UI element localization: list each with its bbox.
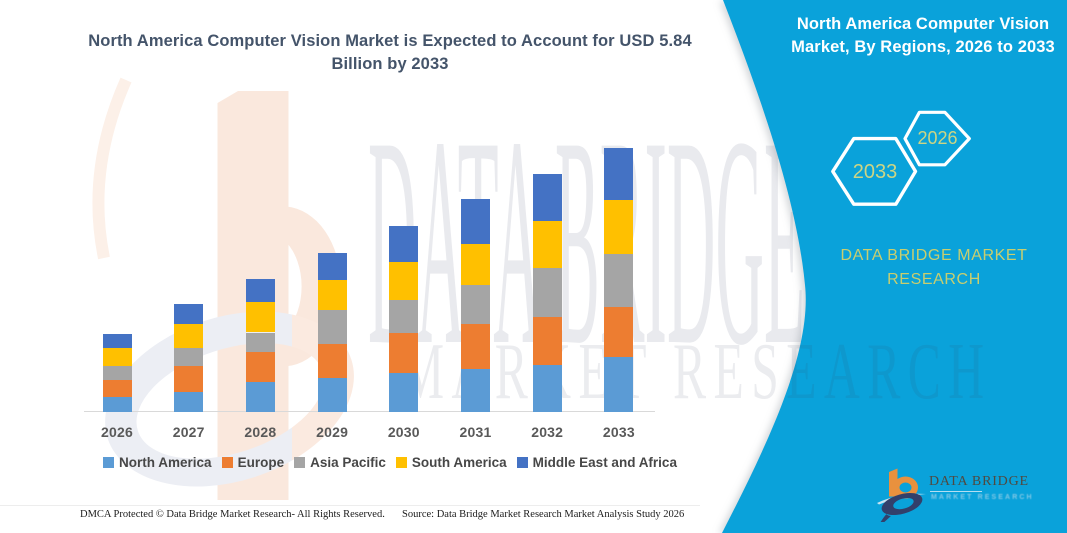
bar-segment-2032-asia-pacific bbox=[532, 267, 562, 317]
hexagon-badges bbox=[831, 110, 971, 206]
chart-title-line1: North America Computer Vision Market is … bbox=[88, 32, 692, 50]
watermark-ellipse-ring bbox=[105, 311, 292, 487]
bar-segment-2031-europe bbox=[461, 323, 490, 369]
bar-segment-2028-middle-east-and-africa bbox=[245, 279, 275, 303]
bar-segment-2033-middle-east-and-africa bbox=[604, 148, 634, 200]
x-axis-label-2028: 2028 bbox=[244, 424, 277, 440]
bar-segment-2032-north-america bbox=[532, 365, 562, 412]
footer-source-text: Source: Data Bridge Market Research Mark… bbox=[402, 509, 685, 520]
bar-segment-2028-asia-pacific bbox=[245, 332, 275, 352]
bar-segment-2026-asia-pacific bbox=[102, 365, 132, 380]
bar-segment-2028-north-america bbox=[245, 381, 275, 412]
bar-segment-2027-middle-east-and-africa bbox=[174, 304, 204, 324]
x-axis-label-2027: 2027 bbox=[172, 424, 205, 440]
bar-segment-2026-middle-east-and-africa bbox=[102, 334, 132, 349]
hexagon-2026-label: 2026 bbox=[917, 128, 958, 148]
legend-swatch bbox=[516, 457, 528, 468]
bar-segment-2029-south-america bbox=[317, 280, 347, 310]
watermark-arc bbox=[92, 77, 132, 260]
bar-segment-2027-south-america bbox=[174, 323, 204, 349]
bar-segment-2032-middle-east-and-africa bbox=[532, 174, 562, 221]
bar-segment-2027-europe bbox=[174, 366, 204, 392]
right-panel-title-line1: North America Computer Vision bbox=[796, 15, 1050, 33]
bar-segment-2029-north-america bbox=[317, 378, 347, 412]
x-axis-label-2026: 2026 bbox=[101, 424, 133, 440]
bar-segment-2026-europe bbox=[102, 379, 132, 398]
legend-label: Asia Pacific bbox=[310, 455, 386, 470]
chart-title: North America Computer Vision Market is … bbox=[60, 30, 720, 76]
brand-wordmark-line2: RESEARCH bbox=[887, 271, 981, 288]
bar-segment-2030-north-america bbox=[389, 372, 419, 412]
legend-item-middle-east-and-africa: Middle East and Africa bbox=[516, 455, 677, 470]
chart-title-line2: Billion by 2033 bbox=[331, 55, 449, 73]
x-axis-label-2029: 2029 bbox=[316, 424, 349, 440]
bar-segment-2030-middle-east-and-africa bbox=[389, 225, 419, 262]
legend-label: Middle East and Africa bbox=[532, 455, 677, 470]
footer-dmca-text: DMCA Protected © Data Bridge Market Rese… bbox=[80, 509, 385, 520]
watermark-row1: DATA BRIDGE bbox=[368, 76, 805, 409]
legend-swatch bbox=[221, 457, 233, 468]
legend-item-north-america: North America bbox=[103, 455, 212, 470]
hexagon-2033-label: 2033 bbox=[852, 161, 898, 183]
hexagon-2026 bbox=[903, 110, 971, 167]
bar-segment-2027-north-america bbox=[174, 391, 204, 412]
bar-segment-2033-north-america bbox=[604, 356, 634, 412]
bar-segment-2032-europe bbox=[532, 316, 562, 366]
bar-segment-2030-south-america bbox=[389, 261, 419, 301]
chart-legend: North America Europe Asia Pacific South Ame… bbox=[40, 455, 740, 470]
bar-segment-2031-north-america bbox=[461, 368, 490, 412]
bar-segment-2030-asia-pacific bbox=[389, 300, 419, 334]
hexagon-2033 bbox=[831, 136, 918, 206]
bar-segment-2029-europe bbox=[317, 343, 347, 379]
bar-segment-2029-asia-pacific bbox=[317, 309, 347, 344]
legend-label: South America bbox=[411, 455, 507, 470]
legend-item-europe: Europe bbox=[221, 455, 285, 470]
dbmr-logo-underline bbox=[930, 490, 982, 492]
dbmr-logo-tagline: MARKET RESEARCH bbox=[931, 494, 1034, 501]
legend-swatch bbox=[294, 457, 306, 468]
footer-divider bbox=[0, 505, 700, 506]
bar-segment-2028-europe bbox=[245, 351, 275, 382]
bar-segment-2031-asia-pacific bbox=[461, 285, 490, 324]
bar-segment-2029-middle-east-and-africa bbox=[317, 253, 347, 281]
logo-d-ellipse bbox=[876, 492, 923, 522]
legend-swatch bbox=[395, 457, 407, 468]
x-axis-label-2030: 2030 bbox=[387, 424, 420, 440]
bar-segment-2033-south-america bbox=[604, 199, 634, 254]
brand-wordmark-line1: DATA BRIDGE MARKET bbox=[840, 247, 1028, 264]
bar-segment-2026-north-america bbox=[102, 397, 132, 412]
right-panel-title-line2: Market, By Regions, 2026 to 2033 bbox=[791, 38, 1055, 56]
bar-segment-2026-south-america bbox=[102, 348, 132, 366]
legend-label: North America bbox=[119, 455, 212, 470]
x-axis-line bbox=[84, 411, 655, 412]
legend-item-asia-pacific: Asia Pacific bbox=[294, 455, 386, 470]
bar-segment-2033-europe bbox=[604, 307, 634, 357]
legend-swatch bbox=[103, 457, 115, 468]
legend-label: Europe bbox=[237, 455, 285, 470]
right-panel-title: North America Computer Vision Market, By… bbox=[775, 13, 1067, 59]
dbmr-logo bbox=[876, 468, 926, 522]
bar-segment-2031-middle-east-and-africa bbox=[461, 199, 490, 244]
bar-segment-2033-asia-pacific bbox=[604, 253, 634, 308]
legend-item-south-america: South America bbox=[395, 455, 507, 470]
dbmr-logo-name: DATA BRIDGE bbox=[929, 474, 1029, 489]
x-axis-label-2031: 2031 bbox=[459, 424, 492, 440]
bar-segment-2031-south-america bbox=[461, 243, 490, 286]
watermark-row2: MARKET RESEARCH bbox=[400, 328, 992, 416]
x-axis-label-2032: 2032 bbox=[531, 424, 564, 440]
teal-panel-shape bbox=[722, 0, 1067, 533]
brand-wordmark: DATA BRIDGE MARKET RESEARCH bbox=[800, 244, 1067, 292]
bar-segment-2028-south-america bbox=[245, 302, 275, 333]
x-axis-label-2033: 2033 bbox=[602, 424, 635, 440]
bar-segment-2030-europe bbox=[389, 333, 419, 373]
bar-segment-2032-south-america bbox=[532, 220, 562, 268]
bar-segment-2027-asia-pacific bbox=[174, 348, 204, 367]
